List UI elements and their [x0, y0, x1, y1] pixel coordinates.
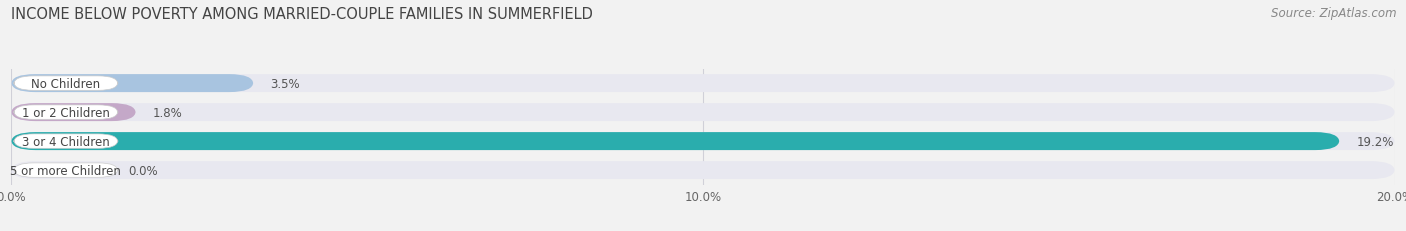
Text: 19.2%: 19.2%: [1357, 135, 1395, 148]
Text: 0.0%: 0.0%: [128, 164, 157, 177]
FancyBboxPatch shape: [11, 104, 136, 122]
FancyBboxPatch shape: [11, 133, 1340, 150]
Text: Source: ZipAtlas.com: Source: ZipAtlas.com: [1271, 7, 1396, 20]
FancyBboxPatch shape: [14, 77, 118, 91]
Text: 5 or more Children: 5 or more Children: [10, 164, 121, 177]
Text: INCOME BELOW POVERTY AMONG MARRIED-COUPLE FAMILIES IN SUMMERFIELD: INCOME BELOW POVERTY AMONG MARRIED-COUPL…: [11, 7, 593, 22]
FancyBboxPatch shape: [11, 133, 1395, 150]
FancyBboxPatch shape: [14, 134, 118, 149]
Text: 1 or 2 Children: 1 or 2 Children: [22, 106, 110, 119]
Text: 3.5%: 3.5%: [271, 77, 301, 90]
Text: No Children: No Children: [31, 77, 100, 90]
Text: 1.8%: 1.8%: [153, 106, 183, 119]
FancyBboxPatch shape: [11, 161, 1395, 179]
FancyBboxPatch shape: [14, 105, 118, 120]
FancyBboxPatch shape: [11, 75, 1395, 93]
FancyBboxPatch shape: [11, 75, 253, 93]
FancyBboxPatch shape: [14, 163, 118, 177]
Text: 3 or 4 Children: 3 or 4 Children: [22, 135, 110, 148]
FancyBboxPatch shape: [11, 104, 1395, 122]
